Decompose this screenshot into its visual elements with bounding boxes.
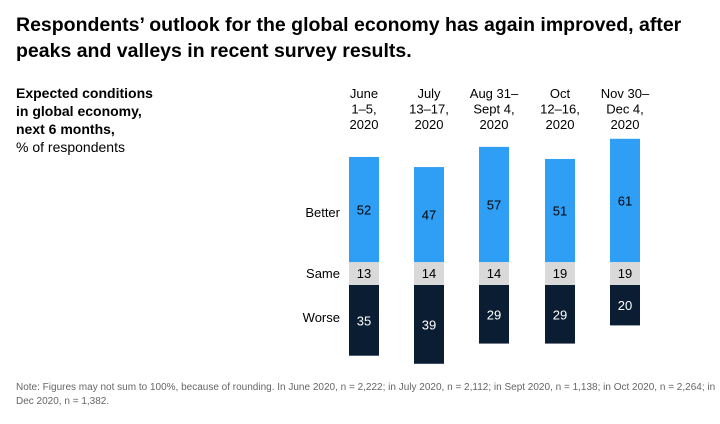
category-label-1-line-1: June <box>350 86 378 101</box>
category-label-5-line-3: 2020 <box>611 117 640 132</box>
value-better-1: 52 <box>357 202 371 217</box>
bar-better-1 <box>349 156 379 262</box>
bar-same-5 <box>610 262 640 285</box>
footnote: Note: Figures may not sum to 100%, becau… <box>16 382 716 407</box>
category-label-3-line-3: 2020 <box>480 117 509 132</box>
value-better-2: 47 <box>422 208 436 223</box>
value-worse-5: 20 <box>618 298 632 313</box>
bar-worse-5 <box>610 285 640 326</box>
bar-worse-3 <box>479 285 509 344</box>
bar-better-4 <box>545 158 575 262</box>
subtitle-line-1: Expected conditions <box>16 85 153 101</box>
bar-worse-2 <box>414 285 444 364</box>
chart-title: Respondents’ outlook for the global econ… <box>16 14 682 62</box>
value-worse-3: 29 <box>487 307 501 322</box>
category-label-2-line-1: July <box>417 86 441 101</box>
bar-same-1 <box>349 262 379 285</box>
row-label-better: Better <box>305 205 340 220</box>
value-same-4: 19 <box>553 266 567 281</box>
bar-better-5 <box>610 138 640 262</box>
category-label-2-line-2: 13–17, <box>409 102 449 117</box>
category-label-4-line-3: 2020 <box>546 117 575 132</box>
bar-worse-1 <box>349 285 379 356</box>
category-label-4-line-1: Oct <box>550 86 571 101</box>
value-better-4: 51 <box>553 203 567 218</box>
bar-same-3 <box>479 262 509 285</box>
subtitle-unit: % of respondents <box>16 139 125 155</box>
bar-worse-4 <box>545 285 575 344</box>
value-same-1: 13 <box>357 266 371 281</box>
row-label-same: Same <box>306 266 340 281</box>
chart-subtitle: Expected conditions in global economy, n… <box>16 84 216 156</box>
subtitle-line-2: in global economy, <box>16 103 142 119</box>
value-better-3: 57 <box>487 197 501 212</box>
value-worse-2: 39 <box>422 317 436 332</box>
value-same-2: 14 <box>422 266 436 281</box>
value-better-5: 61 <box>618 193 632 208</box>
category-label-1-line-2: 1–5, <box>351 102 376 117</box>
bar-better-2 <box>414 167 444 262</box>
value-same-3: 14 <box>487 266 501 281</box>
category-label-2-line-3: 2020 <box>415 117 444 132</box>
bar-better-3 <box>479 146 509 262</box>
value-worse-1: 35 <box>357 313 371 328</box>
bar-same-4 <box>545 262 575 285</box>
category-label-3-line-1: Aug 31– <box>470 86 519 101</box>
row-label-worse: Worse <box>303 310 340 325</box>
category-label-5-line-2: Dec 4, <box>606 102 644 117</box>
subtitle-line-3: next 6 months, <box>16 121 115 137</box>
category-label-3-line-2: Sept 4, <box>473 102 514 117</box>
category-label-5-line-1: Nov 30– <box>601 86 650 101</box>
category-label-1-line-3: 2020 <box>350 117 379 132</box>
value-worse-4: 29 <box>553 307 567 322</box>
bar-same-2 <box>414 262 444 285</box>
category-label-4-line-2: 12–16, <box>540 102 580 117</box>
value-same-5: 19 <box>618 266 632 281</box>
